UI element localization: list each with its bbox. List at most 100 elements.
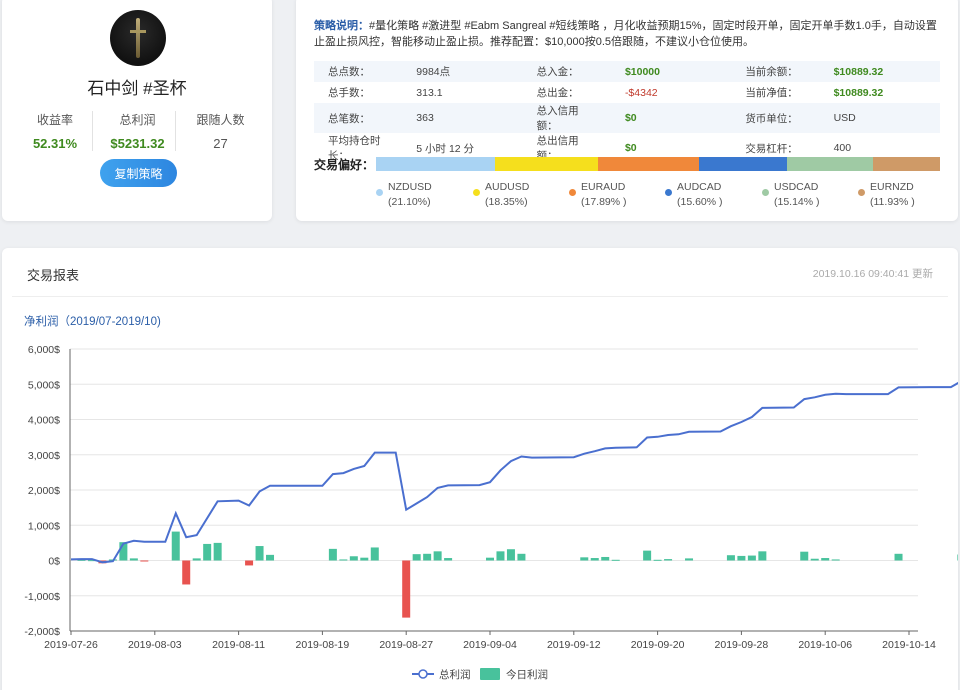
preference-legend-item: NZDUSD (21.10%) bbox=[376, 180, 432, 210]
info-value: $0 bbox=[610, 103, 732, 133]
daily-profit-bar bbox=[894, 553, 903, 561]
preference-legend-item: EURAUD (17.89% ) bbox=[569, 180, 627, 210]
daily-profit-bar bbox=[643, 550, 652, 561]
x-tick-label: 2019-09-20 bbox=[631, 639, 685, 651]
daily-profit-bar bbox=[140, 560, 149, 562]
x-tick-label: 2019-09-12 bbox=[547, 639, 601, 651]
y-tick-label: -1,000$ bbox=[24, 591, 60, 603]
daily-profit-bar bbox=[266, 554, 275, 561]
daily-profit-bar bbox=[580, 557, 589, 561]
preference-percent: (15.60% ) bbox=[677, 196, 723, 208]
strategy-description: 策略说明：#量化策略 #激进型 #Eabm Sangreal #短线策略 ，月化… bbox=[314, 18, 944, 50]
daily-profit-bar bbox=[800, 551, 809, 561]
daily-profit-bar bbox=[957, 554, 958, 561]
preference-percent: (17.89% ) bbox=[581, 196, 627, 208]
stat-return-rate: 收益率 52.31% bbox=[10, 111, 100, 151]
info-value: USD bbox=[819, 103, 940, 133]
daily-profit-bar bbox=[486, 557, 494, 561]
preference-segment-audusd[interactable] bbox=[494, 157, 599, 171]
daily-profit-bar bbox=[119, 542, 128, 561]
x-tick-label: 2019-07-26 bbox=[44, 639, 98, 651]
divider bbox=[12, 296, 948, 297]
daily-profit-bar bbox=[758, 551, 767, 561]
info-row: 平均持仓时长： 5 小时 12 分总出信用额： $0 交易杠杆： 400 bbox=[314, 133, 940, 163]
account-info-table: 总点数： 9984点 总入金： $10000 当前余额： $10889.32 总手数： 313… bbox=[314, 61, 940, 163]
preference-symbol: AUDCAD bbox=[677, 181, 722, 193]
daily-profit-bar bbox=[506, 549, 515, 561]
daily-profit-bar bbox=[831, 559, 840, 561]
x-tick-label: 2019-08-11 bbox=[212, 639, 265, 651]
info-value: 313.1 bbox=[416, 86, 443, 99]
strategy-card: 策略说明：#量化策略 #激进型 #Eabm Sangreal #短线策略 ，月化… bbox=[296, 0, 958, 221]
daily-profit-bar bbox=[601, 556, 610, 561]
daily-profit-bar bbox=[360, 557, 369, 561]
daily-profit-bar bbox=[402, 560, 411, 618]
preference-legend-item: USDCAD (15.14% ) bbox=[762, 180, 820, 210]
strategy-name: 石中剑 #圣杯 bbox=[87, 79, 187, 98]
info-value: $10889.32 bbox=[833, 86, 884, 99]
preference-symbol: NZDUSD bbox=[388, 181, 432, 193]
info-key: 总入信用额： bbox=[522, 103, 611, 133]
legend-bar-icon bbox=[480, 668, 500, 680]
total-profit-line bbox=[70, 381, 958, 564]
y-tick-label: 0$ bbox=[48, 556, 60, 568]
preference-percent: (18.35%) bbox=[485, 196, 528, 208]
net-profit-chart: -2,000$ -1,000$ 0$ 1,000$ 2,000$ 3,000$ 4,000$… bbox=[24, 344, 958, 681]
info-key: 平均持仓时长： bbox=[328, 135, 381, 162]
daily-profit-bar bbox=[182, 560, 191, 585]
info-row: 总手数： 313.1 总出金： -$4342 当前净值： $10889.32 bbox=[314, 82, 940, 103]
daily-profit-bar bbox=[685, 558, 694, 561]
daily-profit-bar bbox=[129, 558, 138, 561]
preference-legend-item: EURNZD (11.93% ) bbox=[858, 180, 915, 210]
daily-profit-bar bbox=[433, 551, 442, 561]
preference-percent: (21.10%) bbox=[388, 196, 431, 208]
copy-strategy-button[interactable]: 复制策略 bbox=[100, 159, 177, 187]
y-tick-label: 2,000$ bbox=[28, 485, 60, 497]
x-tick-label: 2019-10-06 bbox=[798, 639, 852, 651]
daily-profit-bar bbox=[821, 558, 830, 561]
preference-segment-usdcad[interactable] bbox=[787, 157, 873, 171]
daily-profit-bar bbox=[255, 546, 264, 561]
preference-symbol: EURNZD bbox=[870, 181, 914, 193]
trade-preference-label: 交易偏好： bbox=[314, 158, 375, 172]
daily-profit-bar bbox=[192, 558, 201, 561]
daily-profit-bar bbox=[203, 543, 212, 561]
daily-profit-bar bbox=[611, 559, 620, 561]
preference-segment-eurnzd[interactable] bbox=[872, 157, 940, 171]
trade-report-card: 交易报表 2019.10.16 09:40:41 更新 净利润（2019/07-… bbox=[2, 248, 958, 690]
preference-segment-audcad[interactable] bbox=[699, 157, 788, 171]
info-key: 总入金： bbox=[522, 61, 611, 82]
y-tick-label: 1,000$ bbox=[28, 520, 60, 532]
legend-circle-icon bbox=[418, 669, 428, 679]
sword-guard bbox=[130, 30, 146, 33]
stat-label: 收益率 bbox=[36, 113, 73, 127]
info-value: 363 bbox=[402, 103, 523, 133]
description-text: #量化策略 #激进型 #Eabm Sangreal #短线策略 ，月化收益预期1… bbox=[314, 20, 937, 48]
y-tick-label: 4,000$ bbox=[28, 415, 60, 427]
daily-profit-bar bbox=[87, 560, 96, 562]
legend-dot-icon bbox=[665, 189, 672, 196]
daily-profit-bar bbox=[747, 555, 756, 561]
daily-profit-bar bbox=[444, 558, 453, 561]
y-tick-label: 3,000$ bbox=[28, 450, 60, 462]
stat-value: $5231.32 bbox=[110, 136, 165, 151]
preference-percent: (11.93% ) bbox=[870, 196, 915, 208]
daily-profit-bar bbox=[423, 553, 432, 561]
daily-profit-bar bbox=[77, 559, 86, 561]
daily-profit-bar bbox=[349, 556, 358, 561]
info-key: 总笔数： bbox=[314, 103, 403, 133]
info-value: $10889.32 bbox=[819, 61, 940, 82]
legend-dot-icon bbox=[762, 189, 769, 196]
info-row: 总笔数： 363 总入信用额： $0 货币单位： USD bbox=[314, 103, 940, 133]
y-tick-label: 5,000$ bbox=[28, 379, 60, 391]
info-row: 总点数： 9984点 总入金： $10000 当前余额： $10889.32 bbox=[314, 61, 940, 82]
info-value: 400 bbox=[833, 142, 852, 154]
preference-segment-euraud[interactable] bbox=[598, 157, 700, 171]
stat-followers: 跟随人数 27 bbox=[175, 111, 265, 151]
preference-segment-nzdusd[interactable] bbox=[376, 157, 495, 171]
avatar bbox=[110, 10, 166, 66]
stat-value: 52.31% bbox=[32, 136, 78, 151]
info-key: 交易杠杆： bbox=[745, 142, 798, 155]
description-label: 策略说明： bbox=[314, 20, 369, 32]
daily-profit-bar bbox=[810, 558, 819, 561]
